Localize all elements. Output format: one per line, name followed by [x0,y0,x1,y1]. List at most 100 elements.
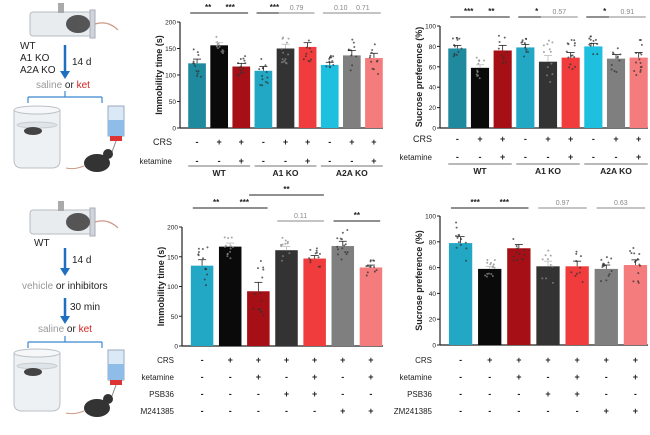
data-point [284,239,287,242]
data-point [281,58,284,61]
data-point [309,259,312,262]
group-label: WT [213,168,227,178]
data-point [243,59,246,62]
bracket-icon [27,91,103,103]
data-point [366,271,369,274]
data-point [216,47,219,50]
data-point [547,39,550,42]
plus-mark: + [575,372,580,382]
y-tick-label: 0 [432,126,436,133]
data-point [262,266,265,269]
data-point [345,253,348,256]
arrow-down-icon [60,298,70,324]
data-point [258,68,261,71]
data-point [280,61,283,64]
data-point [315,247,318,250]
minus-mark: - [456,134,459,144]
data-point [456,38,459,41]
data-point [525,50,528,53]
data-point [229,257,232,260]
bar [298,46,317,128]
y-tick-label: 100 [165,73,176,80]
data-point [281,236,284,239]
data-point [239,69,242,72]
y-tick-label: 100 [425,214,436,221]
data-point [491,274,494,277]
data-point [226,253,229,256]
data-point [453,45,456,48]
data-point [199,75,202,78]
data-point [589,35,592,38]
data-point [475,56,478,59]
data-point [551,41,554,44]
data-point [192,60,195,63]
data-point [488,272,491,275]
data-point [373,266,376,269]
data-point [640,43,643,46]
y-tick-label: 40 [429,85,437,92]
data-point [568,66,571,69]
plus-mark: + [477,134,482,144]
genotype-wt: WT [20,41,36,52]
mouse-icon [65,394,113,417]
data-point [615,70,618,73]
y-tick-label: 150 [167,254,178,261]
group-label: A1 KO [273,168,299,178]
bar [538,61,558,129]
plus-mark: + [256,372,261,382]
y-tick-label: 50 [171,314,179,321]
minus-mark: - [201,406,204,416]
data-point [515,251,518,254]
minus-mark: - [488,372,491,382]
data-point [521,39,524,42]
data-point [632,247,635,250]
significance-label: 0.11 [294,213,307,220]
data-point [340,258,343,261]
data-point [369,54,372,57]
data-point [610,64,613,67]
minus-mark: - [479,152,482,162]
minus-mark: - [456,152,459,162]
data-point [457,234,460,237]
data-point [502,61,505,64]
group-label: A2A KO [336,168,368,178]
plus-mark: + [633,355,638,365]
data-point [287,37,290,40]
data-point [637,272,640,275]
data-point [579,266,582,269]
data-point [478,77,481,80]
data-point [352,41,355,44]
plus-mark: + [575,389,580,399]
data-point [193,62,196,65]
plus-mark: + [516,372,521,382]
data-point [318,252,321,255]
interval-label: 30 min [70,302,101,313]
significance-label: 0.63 [614,200,628,207]
data-point [241,67,244,70]
row-label-ketamine: ketamine [142,373,175,382]
bar [594,268,618,345]
plus-mark: + [239,156,244,166]
data-point [375,269,378,272]
data-point [451,37,454,40]
data-point [573,65,576,68]
data-point [493,266,496,269]
data-point [341,247,344,250]
bar [342,55,361,128]
data-point [588,37,591,40]
data-point [544,254,547,257]
y-tick-label: 0 [174,344,178,351]
minus-mark: - [459,355,462,365]
data-point [206,246,209,249]
row-label-crs: CRS [415,356,432,365]
data-point [546,258,549,261]
data-point [607,261,610,264]
row-label-ketamine: ketamine [400,153,433,162]
data-point [526,50,529,53]
data-point [484,274,487,277]
bar [218,246,242,346]
bar [448,243,473,345]
bar [232,66,251,128]
data-point [464,241,467,244]
data-point [460,47,463,50]
